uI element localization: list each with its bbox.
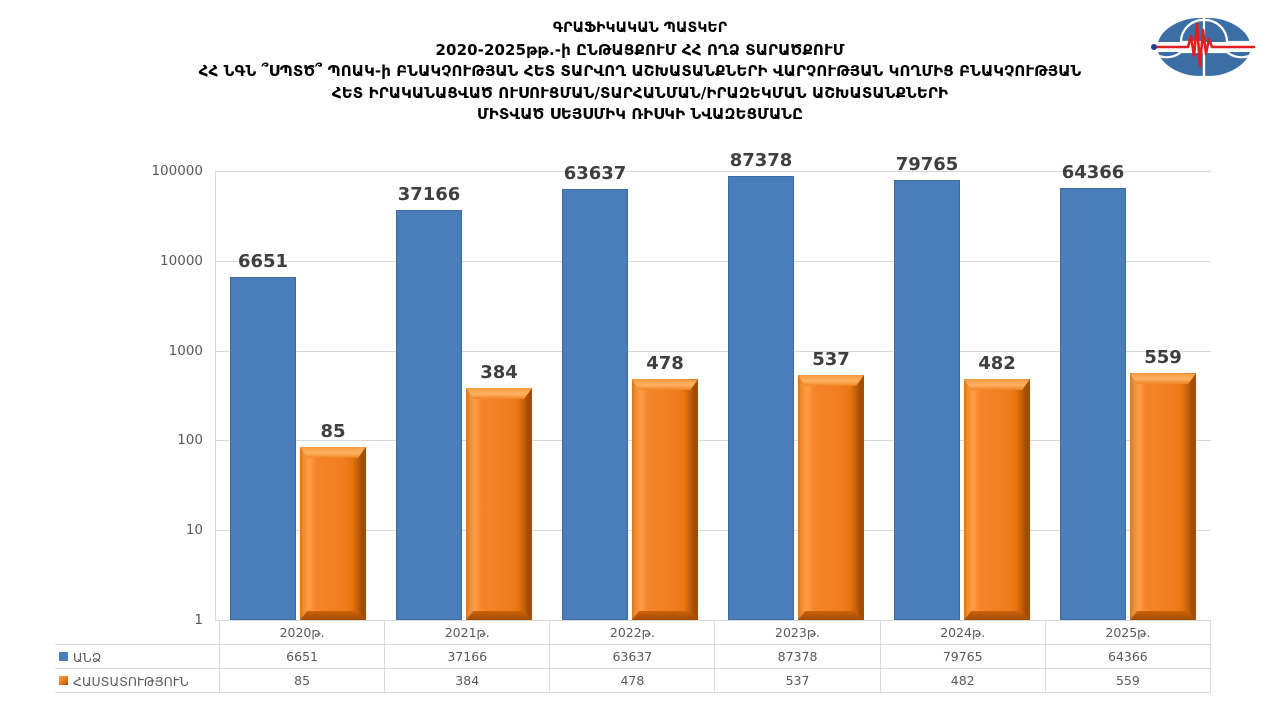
- title-line-2: 2020-2025թթ.-ի ԸՆԹԱՑՔՈՒՄ ՀՀ ՈՂՁ ՏԱՐԱԾՔՈՒ…: [435, 40, 845, 59]
- table-cell: 559: [1044, 668, 1212, 693]
- data-label: 6651: [237, 250, 289, 272]
- gridline: [215, 260, 1211, 262]
- table-cell: 482: [879, 668, 1046, 693]
- y-axis-tick-label: 1000: [168, 342, 203, 359]
- table-column-header: 2023թ.: [714, 620, 881, 645]
- gridline: [215, 171, 1211, 172]
- bar-հաստատություն-2025թ.[interactable]: [1130, 373, 1196, 620]
- legend-label: ԱՆՁ: [73, 649, 102, 665]
- chart-title: ԳՐԱՖԻԿԱԿԱՆ ՊԱՏԿԵՐ 2020-2025թթ.-ի ԸՆԹԱՑՔՈ…: [0, 18, 1280, 126]
- gridline: [215, 440, 1211, 442]
- y-axis-tick-label: 100: [177, 432, 203, 449]
- bar-անձ-2022թ.[interactable]: [562, 188, 628, 620]
- bar-անձ-2020թ.[interactable]: [230, 276, 296, 620]
- chart-area: 1 10 100 1000 10000 100000 6651 37166 63637 8737…: [0, 142, 1280, 720]
- table-corner-cell: [55, 621, 220, 645]
- data-label: 64366: [1061, 162, 1125, 184]
- legend-swatch-blue-icon: [59, 651, 68, 661]
- legend-item-blue[interactable]: ԱՆՁ: [55, 644, 220, 669]
- y-axis-tick-label: 10: [185, 522, 203, 539]
- table-cell: 537: [714, 668, 881, 693]
- plot-area: 6651 37166 63637 87378 79765 64366 85 384 478 537…: [215, 151, 1211, 621]
- y-axis-line: [215, 171, 216, 620]
- bar-անձ-2021թ.[interactable]: [396, 209, 462, 620]
- data-label: 79765: [895, 153, 959, 175]
- data-label: 87378: [729, 150, 793, 172]
- data-table: 2020թ. 2021թ. 2022թ. 2023թ. 2024թ. 2025թ. ԱՆՁ 6…: [55, 620, 1212, 693]
- table-row: ՀԱՍՏԱՏՈՒԹՅՈՒՆ 85 384 478 537 482 559: [55, 668, 1212, 693]
- bar-անձ-2025թ.[interactable]: [1060, 188, 1126, 620]
- data-label: 537: [812, 348, 850, 370]
- bar-հաստատություն-2021թ.[interactable]: [466, 387, 532, 620]
- legend-label: ՀԱՍՏԱՏՈՒԹՅՈՒՆ: [73, 673, 189, 689]
- data-label: 559: [1144, 347, 1182, 369]
- data-label: 482: [978, 353, 1016, 375]
- table-column-header: 2025թ.: [1044, 620, 1212, 645]
- seismic-protection-logo: [1148, 8, 1260, 86]
- table-header-row: 2020թ. 2021թ. 2022թ. 2023թ. 2024թ. 2025թ.: [55, 620, 1212, 645]
- data-label: 37166: [397, 183, 461, 205]
- table-cell: 64366: [1044, 644, 1212, 669]
- title-line-4: ՀԵՏ ԻՐԱԿԱՆԱՑՎԱԾ ՈՒՍՈՒՑՄԱՆ/ՏԱՐՀԱՆՄԱՆ/ԻՐԱԶ…: [331, 83, 949, 102]
- bar-անձ-2023թ.[interactable]: [728, 176, 794, 620]
- legend-swatch-orange-icon: [59, 675, 68, 685]
- table-row: ԱՆՁ 6651 37166 63637 87378 79765 64366: [55, 644, 1212, 669]
- logo-svg: [1151, 16, 1256, 78]
- title-line-5: ՄԻՏՎԱԾ ՍԵՅՍՄԻԿ ՌԻՍԿԻ ՆՎԱԶԵՑՄԱՆԸ: [477, 105, 803, 123]
- title-line-1: ԳՐԱՖԻԿԱԿԱՆ ՊԱՏԿԵՐ: [552, 20, 728, 36]
- data-label: 384: [480, 361, 518, 383]
- legend-item-orange[interactable]: ՀԱՍՏԱՏՈՒԹՅՈՒՆ: [55, 668, 220, 693]
- table-column-header: 2024թ.: [879, 620, 1046, 645]
- bar-անձ-2024թ.[interactable]: [894, 179, 960, 620]
- bar-հաստատություն-2024թ.[interactable]: [964, 379, 1030, 620]
- y-axis-tick-label: 1: [194, 612, 203, 628]
- bar-հաստատություն-2023թ.[interactable]: [798, 374, 864, 620]
- table-column-header: 2020թ.: [218, 620, 386, 645]
- table-cell: 6651: [218, 644, 386, 669]
- y-axis-tick-label: 10000: [160, 252, 203, 269]
- table-cell: 87378: [714, 644, 881, 669]
- gridline: [215, 530, 1211, 532]
- data-label: 478: [646, 353, 684, 375]
- title-line-3: ՀՀ ՆԳՆ ՞ՍՊՏԾ՞ ՊՈԱԿ-ի ԲՆԱԿՉՈՒԹՅԱՆ ՀԵՏ ՏԱՐ…: [198, 62, 1082, 80]
- table-column-header: 2021թ.: [384, 620, 551, 645]
- table-cell: 478: [549, 668, 716, 693]
- table-cell: 37166: [384, 644, 551, 669]
- gridline: [215, 350, 1211, 352]
- table-cell: 63637: [549, 644, 716, 669]
- table-column-header: 2022թ.: [549, 620, 716, 645]
- table-cell: 79765: [879, 644, 1046, 669]
- table-cell: 85: [218, 668, 386, 693]
- bar-հաստատություն-2020թ.[interactable]: [300, 446, 366, 620]
- y-axis-tick-label: 100000: [151, 163, 203, 179]
- data-label: 85: [320, 420, 346, 442]
- bar-հաստատություն-2022թ.[interactable]: [632, 379, 698, 620]
- table-cell: 384: [384, 668, 551, 693]
- data-label: 63637: [563, 162, 627, 184]
